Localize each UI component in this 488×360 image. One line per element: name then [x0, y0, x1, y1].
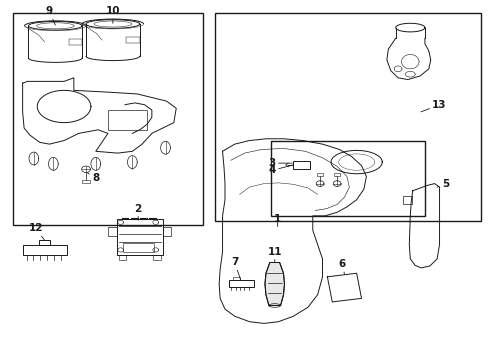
Bar	[163, 226, 170, 235]
Text: 7: 7	[231, 257, 240, 280]
Bar	[271, 140, 424, 216]
Text: 1: 1	[273, 215, 281, 226]
Bar	[126, 37, 140, 43]
Bar	[333, 173, 339, 176]
Bar	[69, 39, 82, 45]
Text: 12: 12	[28, 224, 44, 240]
Text: 4: 4	[268, 165, 293, 175]
Bar	[215, 13, 480, 221]
Text: 9: 9	[46, 6, 55, 25]
Bar	[22, 244, 66, 255]
Polygon shape	[264, 262, 284, 306]
Text: 2: 2	[134, 204, 142, 220]
Text: 11: 11	[267, 247, 282, 262]
Bar	[39, 240, 50, 244]
Bar	[122, 243, 154, 252]
Text: 5: 5	[436, 179, 448, 189]
Bar	[402, 196, 411, 204]
Bar	[82, 180, 90, 183]
Bar	[119, 255, 126, 260]
Bar	[228, 280, 254, 287]
Bar	[108, 226, 117, 235]
Text: 6: 6	[338, 259, 345, 274]
Text: 8: 8	[87, 173, 99, 183]
Bar	[293, 161, 310, 168]
Bar	[232, 277, 240, 280]
Text: 13: 13	[420, 100, 446, 112]
Bar	[317, 173, 323, 176]
Text: 3: 3	[268, 158, 292, 168]
Bar	[153, 255, 160, 260]
Bar	[117, 220, 163, 255]
Text: 10: 10	[105, 6, 120, 23]
Bar	[13, 13, 203, 225]
Bar	[108, 110, 147, 130]
